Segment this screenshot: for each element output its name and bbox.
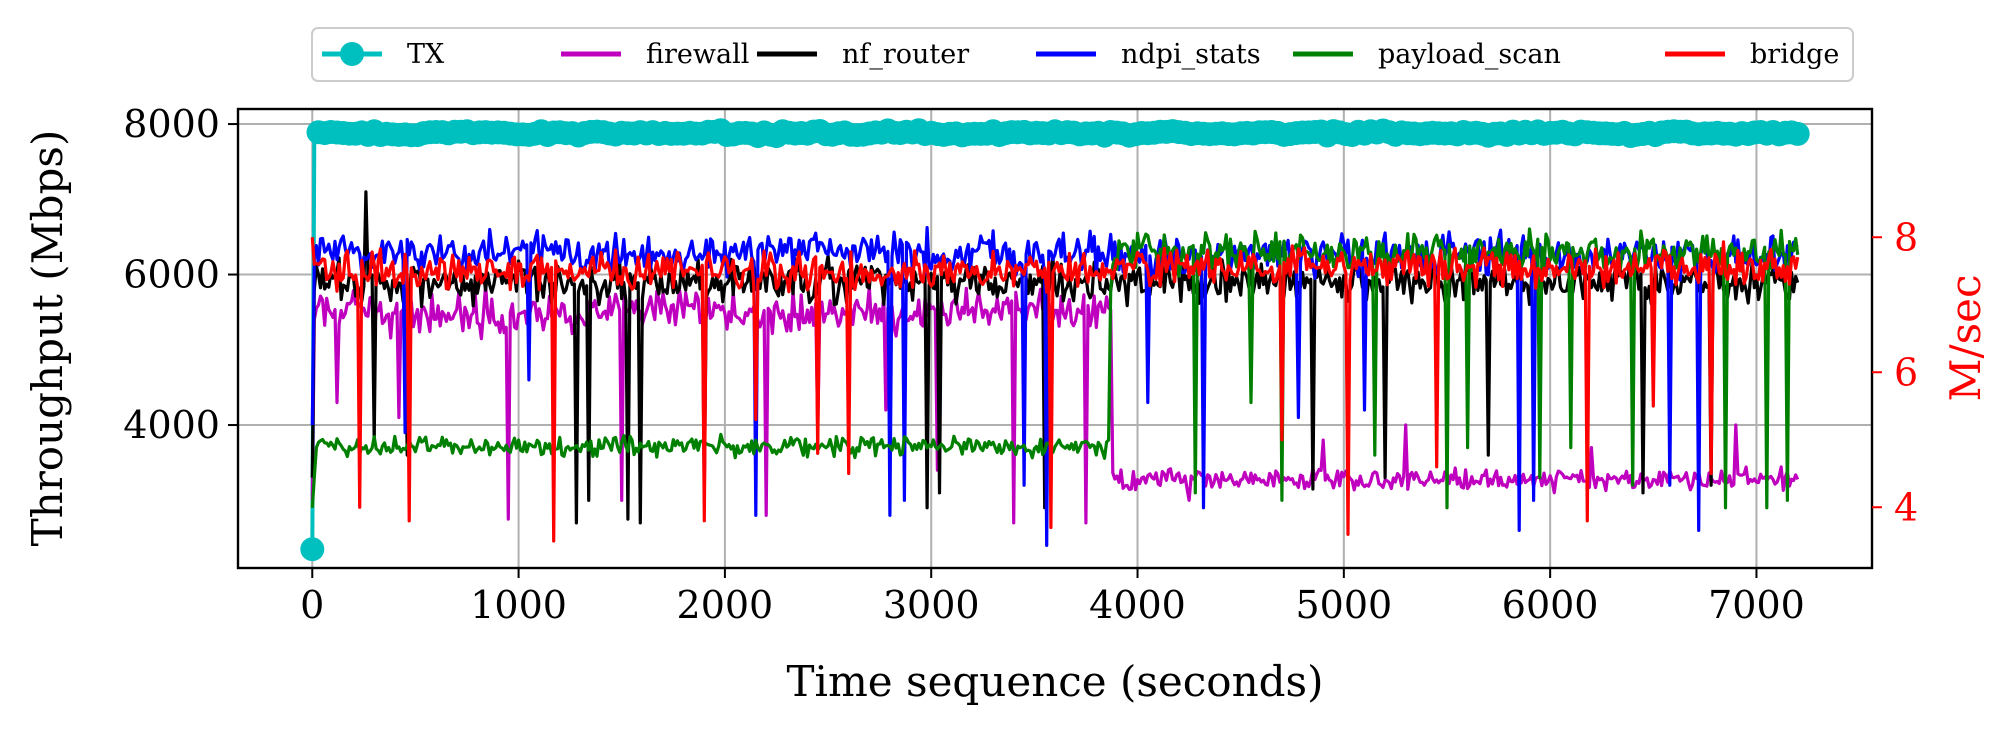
legend-marker [340, 42, 364, 66]
legend: TX firewall nf_router ndpi_stats payload_sca… [311, 27, 1854, 82]
legend-entry-firewall: firewall [561, 39, 749, 70]
axis-layer: 0 1000 2000 3000 4000 5000 6000 7000 4000 6000 800… [123, 102, 1918, 627]
x-tick-label: 1000 [470, 583, 567, 627]
legend-entry-nf_router: nf_router [757, 39, 969, 70]
legend-entry-bridge: bridge [1665, 39, 1839, 70]
data-point [1785, 121, 1810, 146]
series-line-TX [310, 128, 1800, 550]
y-axis-title: Throughput (Mbps) [23, 130, 72, 547]
grid-layer [238, 109, 1872, 568]
plot-frame [236, 107, 1874, 570]
y2-tick-label: 6 [1894, 350, 1918, 394]
series-line-nf_router [310, 190, 1800, 525]
legend-label: nf_router [842, 39, 969, 70]
x-axis-title: Time sequence (seconds) [787, 657, 1324, 706]
series-line-firewall [310, 283, 1800, 525]
legend-entry-TX: TX [322, 39, 445, 70]
x-tick-label: 2000 [677, 583, 774, 627]
legend-entry-ndpi_stats: ndpi_stats [1036, 39, 1261, 70]
x-tick-label: 5000 [1295, 583, 1392, 627]
series-line-bridge [310, 237, 1800, 543]
series-layer [300, 118, 1810, 562]
legend-label: ndpi_stats [1121, 39, 1261, 70]
x-tick-label: 4000 [1089, 583, 1186, 627]
legend-label: TX [407, 39, 445, 70]
y2-tick-label: 4 [1894, 485, 1918, 529]
x-tick-label: 3000 [883, 583, 980, 627]
series-line-payload_scan [310, 227, 1800, 510]
y-tick-label: 4000 [123, 403, 220, 447]
legend-label: firewall [646, 39, 749, 70]
series-markers-TX [300, 118, 1810, 562]
y2-axis-title: M/sec [1941, 274, 1990, 401]
legend-label: bridge [1750, 39, 1839, 70]
legend-label: payload_scan [1378, 39, 1561, 70]
x-tick-label: 6000 [1502, 583, 1599, 627]
data-point [300, 537, 325, 562]
legend-entry-payload_scan: payload_scan [1293, 39, 1561, 70]
y-tick-label: 6000 [123, 253, 220, 297]
y2-tick-label: 8 [1894, 215, 1918, 259]
y-tick-label: 8000 [123, 102, 220, 146]
x-tick-label: 7000 [1708, 583, 1805, 627]
x-tick-label: 0 [300, 583, 324, 627]
